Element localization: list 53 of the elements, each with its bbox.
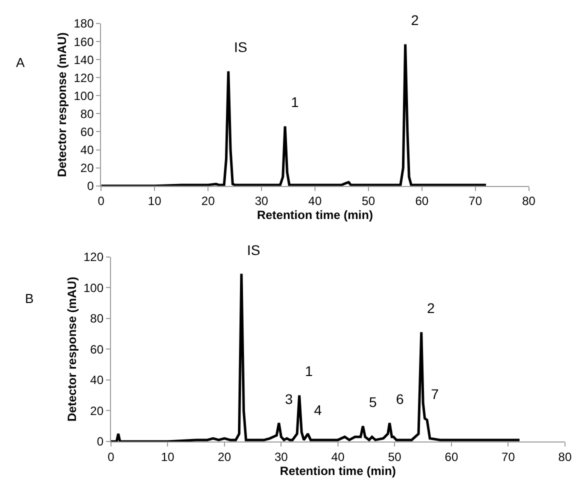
annotation: IS — [234, 39, 248, 55]
y-tick-label: 0 — [87, 179, 94, 194]
annotation: 7 — [431, 386, 439, 402]
line-series — [110, 272, 521, 442]
x-tick-label: 10 — [160, 450, 175, 464]
y-axis-title: Detector response (mAU) — [64, 276, 79, 422]
y-tick-label: 20 — [90, 404, 104, 418]
y-tick-label: 60 — [90, 342, 104, 356]
y-tick-label: 80 — [90, 312, 104, 326]
y-tick-label: 140 — [74, 52, 94, 67]
y-tick-label: 120 — [74, 70, 94, 85]
x-axis-title: Retention time (min) — [256, 208, 373, 222]
x-axis-title: Retention time (min) — [280, 464, 396, 478]
y-tick-label: 20 — [80, 161, 94, 176]
x-tick-label: 80 — [522, 194, 536, 208]
x-tick-label: 50 — [388, 450, 402, 464]
y-tick-label: 40 — [90, 373, 104, 388]
y-tick-label: 160 — [74, 34, 94, 49]
y-tick-label: 0 — [96, 434, 104, 449]
annotation: 3 — [285, 391, 293, 407]
annotation: 5 — [369, 394, 377, 410]
annotation: 1 — [305, 363, 313, 379]
x-tick-label: 10 — [148, 194, 162, 208]
annotation: 2 — [411, 12, 419, 28]
x-tick-label: 70 — [502, 450, 516, 464]
y-axis-title: Detector response (mAU) — [55, 32, 70, 178]
y-tick-label: 60 — [80, 124, 94, 139]
y-tick-label: 100 — [74, 88, 94, 103]
annotation: 1 — [291, 94, 299, 110]
x-tick-label: 20 — [201, 194, 216, 208]
x-tick-label: 0 — [108, 450, 115, 464]
text: B — [25, 291, 34, 306]
y-tick-label: 180 — [74, 16, 94, 31]
x-tick-label: 30 — [254, 194, 269, 208]
annotation: 6 — [396, 391, 404, 407]
line-series — [101, 43, 488, 186]
x-tick-label: 40 — [331, 450, 345, 464]
text: A — [16, 55, 25, 70]
annotation: 2 — [427, 300, 435, 316]
y-tick-label: 120 — [83, 250, 104, 264]
y-tick-label: 80 — [80, 106, 94, 121]
x-tick-label: 30 — [274, 450, 288, 464]
annotation: 4 — [314, 402, 322, 418]
x-tick-label: 60 — [444, 450, 458, 464]
x-tick-label: 20 — [218, 450, 232, 464]
x-tick-label: 40 — [308, 194, 322, 208]
x-tick-label: 70 — [468, 194, 482, 208]
annotation: IS — [247, 242, 260, 258]
x-tick-label: 60 — [415, 194, 429, 208]
y-tick-label: 40 — [80, 142, 94, 157]
x-tick-label: 50 — [362, 194, 376, 208]
x-tick-label: 80 — [558, 450, 572, 464]
y-tick-label: 100 — [83, 280, 104, 295]
